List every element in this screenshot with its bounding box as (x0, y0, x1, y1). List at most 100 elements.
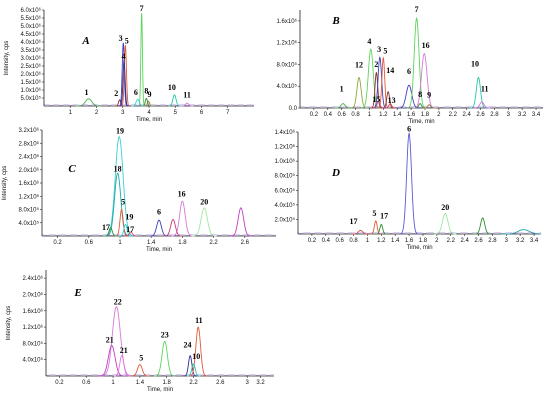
x-axis-label: Time, min (146, 247, 172, 253)
y-tick-label: 3.2x10⁶ (19, 127, 40, 134)
y-tick-label: 2.0x10⁶ (23, 291, 44, 298)
peak-trace (434, 213, 457, 235)
peak-trace (100, 305, 133, 377)
peak-trace (119, 42, 128, 107)
x-tick-label: 2.8 (490, 112, 499, 118)
peak-label: 23 (161, 330, 169, 339)
peak-label: 10 (192, 352, 200, 361)
y-tick-label: 8.0x10⁵ (18, 207, 39, 214)
x-tick-label: 3 (507, 112, 511, 118)
panel-letter: C (68, 163, 76, 175)
peak-label: 17 (380, 212, 388, 221)
x-tick-label: 1.4 (147, 240, 156, 246)
x-tick-label: 1.8 (419, 238, 428, 244)
peak-label: 16 (178, 189, 186, 198)
peak-label: 12 (355, 61, 363, 70)
peak-trace (473, 101, 491, 109)
peak-trace (171, 200, 194, 237)
x-tick-label: 1.6 (407, 112, 416, 118)
peak-label: 21 (106, 336, 114, 345)
peak-trace (142, 97, 151, 107)
peak-label: 4 (122, 52, 126, 61)
peak-label: 3 (377, 45, 381, 54)
peak-label: 2 (114, 89, 118, 98)
x-tick-label: 1 (111, 380, 115, 386)
y-tick-label: 1.2x10⁶ (275, 144, 296, 151)
y-tick-label: 1.2x10⁶ (19, 193, 40, 200)
peak-trace (105, 172, 131, 237)
x-tick-label: 0.6 (85, 240, 94, 246)
peak-trace (163, 218, 183, 237)
peak-label: 21 (120, 346, 128, 355)
peak-label: 5 (139, 354, 143, 363)
x-tick-label: 1.8 (163, 380, 172, 386)
panel-e: 0.2 0.6 1 1.4 1.8 2.2 2.6 3 3.2 4.0x10⁵ 8.0x10⁵ 1.2… (6, 270, 275, 393)
x-tick-label: 3 (246, 380, 250, 386)
x-tick-label: 2 (95, 110, 99, 116)
panel-c: 0.2 0.6 1 1.4 1.8 2.2 2.6 4.0x10⁵ 8.0x10⁵ 1.2x10⁶… (2, 126, 277, 253)
peak-label: 6 (407, 67, 411, 76)
x-tick-label: 1 (366, 238, 370, 244)
x-tick-label: 2.2 (209, 240, 218, 246)
peak-trace (144, 100, 153, 107)
x-tick-label: 2 (435, 238, 439, 244)
x-tick-label: 0.2 (310, 112, 319, 118)
peak-trace (501, 229, 542, 235)
y-axis-label: Intensity, cps (6, 306, 12, 341)
y-tick-label: 1.0x10⁶ (275, 158, 296, 165)
x-tick-label: 2.6 (241, 240, 250, 246)
peak-label: 18 (114, 164, 122, 173)
x-tick-label: 0.6 (82, 380, 91, 386)
peak-label: 6 (407, 124, 411, 133)
baseline-trace (299, 105, 544, 108)
y-tick-label: 2.0x10⁶ (21, 71, 42, 78)
peak-label: 2 (374, 60, 378, 69)
peak-trace (180, 102, 194, 107)
y-tick-label: 1.6x10⁶ (277, 18, 298, 25)
peak-label: 11 (195, 316, 203, 325)
x-tick-label: 0.8 (351, 112, 360, 118)
peak-trace (119, 223, 132, 237)
peak-label: 9 (427, 91, 431, 100)
y-tick-label: 8.0x10⁵ (22, 340, 43, 347)
x-tick-label: 2.2 (449, 112, 458, 118)
baseline-trace (41, 233, 277, 236)
x-tick-label: 3 (121, 110, 125, 116)
x-tick-label: 2.6 (216, 380, 225, 386)
peak-trace (229, 207, 252, 237)
peak-trace (413, 52, 436, 109)
peak-label: 20 (200, 198, 208, 207)
y-tick-label: 3.5x10⁶ (21, 47, 42, 54)
peak-trace (168, 94, 181, 107)
peak-label: 1 (85, 88, 89, 97)
peak-trace (474, 217, 492, 235)
peak-label: 10 (168, 83, 176, 92)
x-tick-label: 6 (200, 110, 204, 116)
x-tick-label: 2.2 (447, 238, 456, 244)
peak-label: 6 (134, 88, 138, 97)
peak-trace (361, 48, 381, 109)
peak-trace (352, 229, 369, 235)
peak-label: 16 (422, 41, 430, 50)
x-axis-label: Time, min (408, 119, 434, 125)
y-tick-label: 4.0x10⁵ (18, 220, 39, 227)
peak-trace (372, 56, 387, 109)
y-tick-label: 4.5x10⁶ (21, 31, 42, 38)
peak-label: 17 (102, 223, 110, 232)
peak-label: 5 (372, 209, 376, 218)
peak-trace (130, 364, 150, 377)
y-tick-label: 5.0x10⁵ (20, 95, 41, 102)
peak-trace (115, 208, 128, 237)
y-tick-label: 2.4x10⁶ (23, 275, 44, 282)
x-tick-label: 5 (174, 110, 178, 116)
x-tick-label: 3.2 (256, 380, 265, 386)
y-tick-label: 1.6x10⁶ (23, 308, 44, 315)
x-tick-label: 2 (437, 112, 441, 118)
peak-trace (397, 84, 421, 109)
baseline-trace (45, 373, 275, 376)
peak-label: 13 (388, 96, 396, 105)
peak-trace (372, 100, 385, 109)
peak-trace (124, 231, 138, 237)
y-tick-label: 5.0x10⁶ (21, 23, 42, 30)
x-tick-label: 1.4 (136, 380, 145, 386)
